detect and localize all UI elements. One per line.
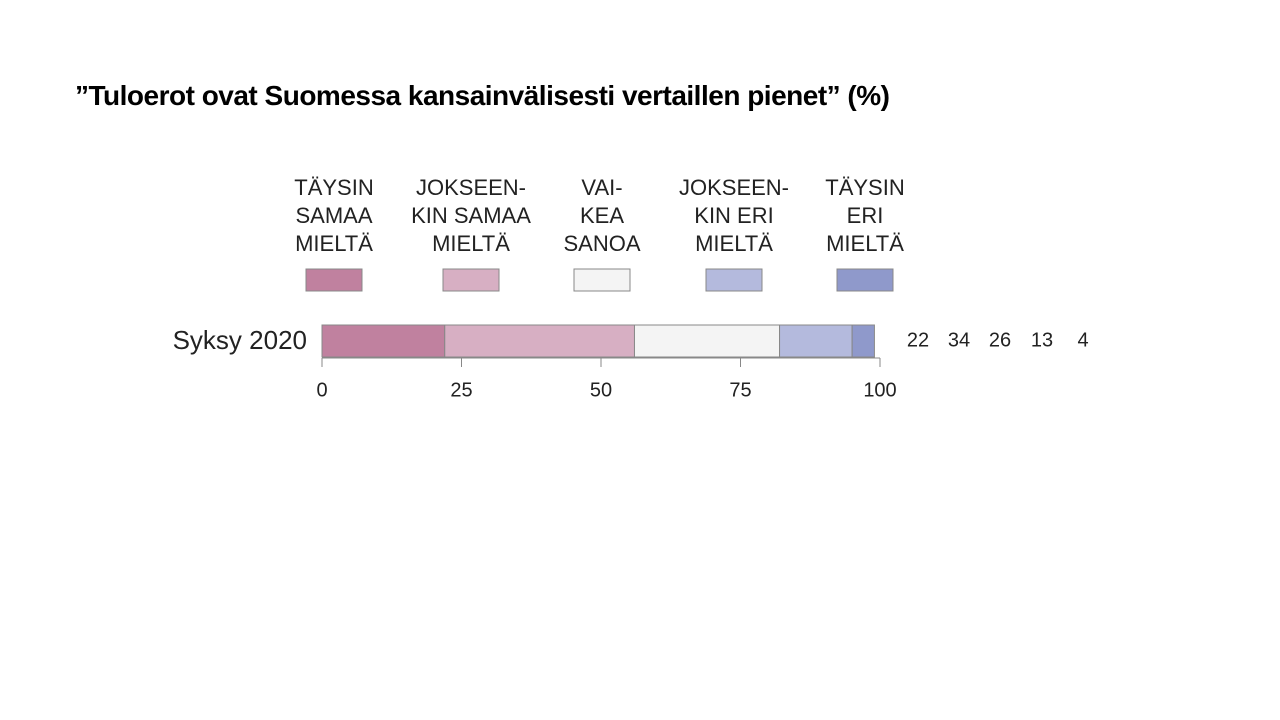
legend-label: JOKSEEN- KIN ERI MIELTÄ <box>678 175 790 256</box>
legend-swatch <box>705 268 763 292</box>
legend-label: JOKSEEN- KIN SAMAA MIELTÄ <box>411 175 531 256</box>
legend-swatch <box>836 268 894 292</box>
value-label: 4 <box>1077 329 1088 351</box>
legend-swatch <box>573 268 631 292</box>
legend-label: TÄYSIN SAMAA MIELTÄ <box>294 175 374 256</box>
x-tick-label: 100 <box>863 379 896 401</box>
x-tick-label: 50 <box>590 379 612 401</box>
value-label: 34 <box>948 329 970 351</box>
value-label: 13 <box>1031 329 1053 351</box>
value-label: 22 <box>907 329 929 351</box>
bar-segment <box>633 324 781 358</box>
x-tick-label: 25 <box>450 379 472 401</box>
value-label: 26 <box>989 329 1011 351</box>
bar-segment <box>779 324 853 358</box>
bar-segment <box>321 324 446 358</box>
category-label: Syksy 2020 <box>173 325 307 355</box>
bar-segment <box>851 324 875 358</box>
legend-swatch <box>305 268 363 292</box>
legend-label: TÄYSIN ERI MIELTÄ <box>825 175 905 256</box>
bar-segment <box>444 324 635 358</box>
chart-title: ”Tuloerot ovat Suomessa kansainvälisesti… <box>75 80 890 111</box>
legend-swatch <box>442 268 500 292</box>
legend-label: VAI- KEA SANOA <box>563 175 641 256</box>
x-tick-label: 75 <box>729 379 751 401</box>
x-tick-label: 0 <box>316 379 327 401</box>
